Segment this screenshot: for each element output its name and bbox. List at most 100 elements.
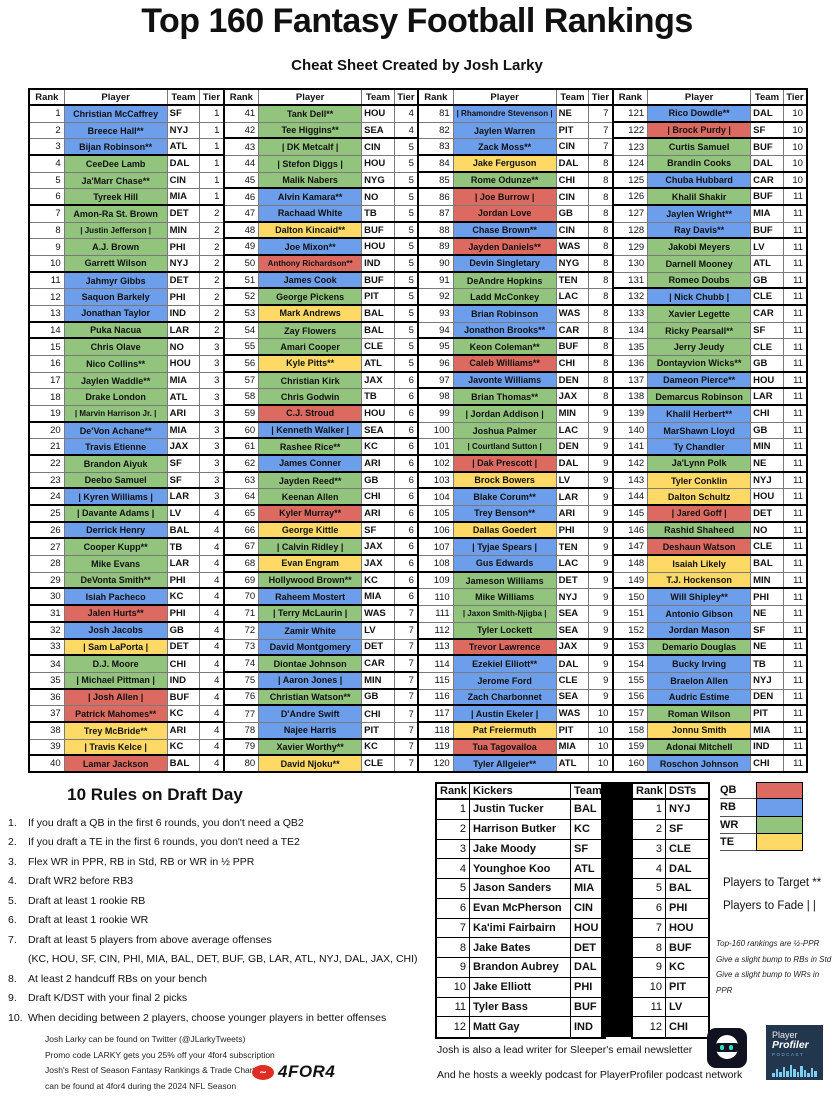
player-row: 116 Zach Charbonnet SEA 9 bbox=[419, 689, 612, 707]
player-tier-cell: 7 bbox=[603, 108, 609, 120]
player-tier-cell: 1 bbox=[214, 108, 220, 120]
player-rank-cell: 90 bbox=[419, 256, 454, 271]
player-row: 105 Trey Benson** ARI 9 bbox=[419, 506, 612, 523]
player-team-cell: CHI bbox=[557, 172, 590, 188]
player-tier-cell: 4 bbox=[214, 691, 220, 703]
player-tier-cell: 11 bbox=[793, 524, 803, 536]
rankings-header-row: Rank Player Team Tier bbox=[224, 90, 417, 106]
player-tier-cell: 4 bbox=[214, 541, 220, 553]
player-rank-cell: 104 bbox=[419, 489, 454, 506]
player-row: 130 Darnell Mooney ATL 11 bbox=[613, 256, 806, 273]
player-team-cell: DAL bbox=[557, 456, 590, 471]
player-row: 44 | Stefon Diggs | HOU 5 bbox=[224, 156, 417, 173]
player-tier-cell: 6 bbox=[408, 524, 414, 536]
legend-position-label: WR bbox=[720, 817, 756, 834]
player-row: 131 Romeo Doubs GB 11 bbox=[613, 272, 806, 290]
player-name-cell: Tua Tagovailoa bbox=[453, 739, 557, 755]
dst-row: 6 PHI bbox=[633, 898, 708, 919]
kicker-row: 12 Matt Gay IND bbox=[437, 1017, 604, 1037]
player-rank-cell: 71 bbox=[225, 606, 260, 621]
player-rank-cell: 2 bbox=[30, 122, 65, 139]
dsts-table: Rank DSTs 1 NYJ 2 SF 3 CLE 4 DAL 5 BAL 6 PHI 7 HOU 8 BUF 9… bbox=[631, 782, 710, 1039]
player-tier-cell: 2 bbox=[214, 241, 220, 253]
player-name-cell: | Nick Chubb | bbox=[648, 289, 752, 305]
player-team-cell: HOU bbox=[168, 356, 201, 372]
player-rank-cell: 29 bbox=[30, 572, 65, 588]
player-team-cell: CLE bbox=[751, 539, 784, 555]
player-team-cell: CAR bbox=[362, 656, 395, 671]
player-rank-cell: 111 bbox=[419, 606, 454, 622]
player-tier-cell: 11 bbox=[793, 541, 803, 553]
player-team-cell: NYJ bbox=[751, 672, 784, 689]
player-team-cell: BUF bbox=[751, 139, 784, 156]
player-row: 153 Demario Douglas NE 11 bbox=[613, 639, 806, 657]
player-tier-cell: 7 bbox=[408, 741, 414, 753]
player-name-cell: Trey Benson** bbox=[453, 506, 557, 521]
player-name-cell: Antonio Gibson bbox=[648, 606, 752, 622]
player-tier-cell: 11 bbox=[793, 658, 803, 670]
kicker-row: 11 Tyler Bass BUF bbox=[437, 997, 604, 1018]
player-tier-cell: 8 bbox=[603, 341, 609, 353]
player-tier-cell: 9 bbox=[603, 591, 609, 603]
player-tier-cell: 9 bbox=[603, 691, 609, 703]
player-tier-cell: 2 bbox=[214, 208, 220, 220]
player-rank-cell: 62 bbox=[225, 456, 260, 471]
player-name-cell: Jaylen Warren bbox=[453, 122, 557, 139]
player-team-cell: NYG bbox=[557, 256, 590, 271]
player-name-cell: Anthony Richardson** bbox=[259, 256, 363, 271]
player-name-cell: Jerry Jeudy bbox=[648, 339, 752, 356]
player-row: 40 Lamar Jackson BAL 4 bbox=[30, 756, 223, 773]
player-tier-cell: 10 bbox=[792, 141, 803, 153]
player-name-cell: Curtis Samuel bbox=[648, 139, 752, 156]
kickers-rank-header: Rank bbox=[437, 784, 470, 798]
player-rank-cell: 26 bbox=[30, 522, 65, 538]
player-row: 87 Jordan Love GB 8 bbox=[419, 206, 612, 223]
player-team-cell: SF bbox=[168, 456, 201, 472]
player-name-cell: Hollywood Brown** bbox=[259, 572, 363, 588]
player-name-cell: | Joe Burrow | bbox=[453, 189, 557, 206]
player-rank-cell: 109 bbox=[419, 572, 454, 589]
player-name-cell: CeeDee Lamb bbox=[64, 156, 168, 172]
player-tier-cell: 7 bbox=[408, 708, 414, 720]
player-rank-cell: 128 bbox=[614, 222, 649, 238]
player-tier-cell: 6 bbox=[408, 541, 414, 553]
player-name-cell: Demarcus Robinson bbox=[648, 389, 752, 405]
player-row: 23 Deebo Samuel SF 3 bbox=[30, 472, 223, 490]
player-tier-cell: 3 bbox=[214, 441, 220, 453]
player-tier-cell: 6 bbox=[408, 574, 414, 586]
player-name-cell: Mark Andrews bbox=[259, 306, 363, 321]
player-tier-cell: 4 bbox=[214, 591, 220, 603]
scoring-notes: Top-160 rankings are ½-PPR Give a slight… bbox=[716, 936, 834, 998]
kicker-name-cell: Matt Gay bbox=[470, 1017, 571, 1037]
player-rank-cell: 32 bbox=[30, 622, 65, 638]
player-tier-cell: 9 bbox=[603, 524, 609, 536]
player-rank-cell: 19 bbox=[30, 406, 65, 421]
player-team-cell: BAL bbox=[751, 556, 784, 572]
player-rank-cell: 160 bbox=[614, 756, 649, 771]
rank-column-header: Rank bbox=[30, 90, 65, 104]
player-rank-cell: 54 bbox=[225, 322, 260, 339]
player-row: 24 | Kyren Williams | LAR 3 bbox=[30, 489, 223, 507]
player-team-cell: SEA bbox=[557, 689, 590, 705]
player-rank-cell: 65 bbox=[225, 506, 260, 521]
dst-rank-cell: 12 bbox=[633, 1017, 666, 1037]
player-team-cell: BAL bbox=[362, 306, 395, 321]
player-name-cell: David Montgomery bbox=[259, 639, 363, 655]
player-name-cell: Dontayvion Wicks** bbox=[648, 356, 752, 371]
kickers-name-header: Kickers bbox=[470, 784, 571, 798]
legend-color-swatch bbox=[756, 833, 803, 852]
player-row: 10 Garrett Wilson NYJ 2 bbox=[30, 256, 223, 273]
rankings-header-row: Rank Player Team Tier bbox=[30, 90, 223, 106]
player-tier-cell: 3 bbox=[214, 375, 220, 387]
player-name-cell: Jayden Reed** bbox=[259, 472, 363, 489]
player-rank-cell: 158 bbox=[614, 722, 649, 738]
player-team-cell: JAX bbox=[362, 372, 395, 389]
kicker-team-cell: DAL bbox=[574, 961, 597, 974]
player-team-cell: PIT bbox=[557, 122, 590, 139]
player-team-cell: DAL bbox=[751, 156, 784, 171]
player-rank-cell: 14 bbox=[30, 322, 65, 338]
player-row: 108 Gus Edwards LAC 9 bbox=[419, 556, 612, 573]
player-tier-cell: 6 bbox=[408, 591, 414, 603]
player-name-cell: | Terry McLaurin | bbox=[259, 606, 363, 621]
player-team-cell: SEA bbox=[362, 122, 395, 138]
